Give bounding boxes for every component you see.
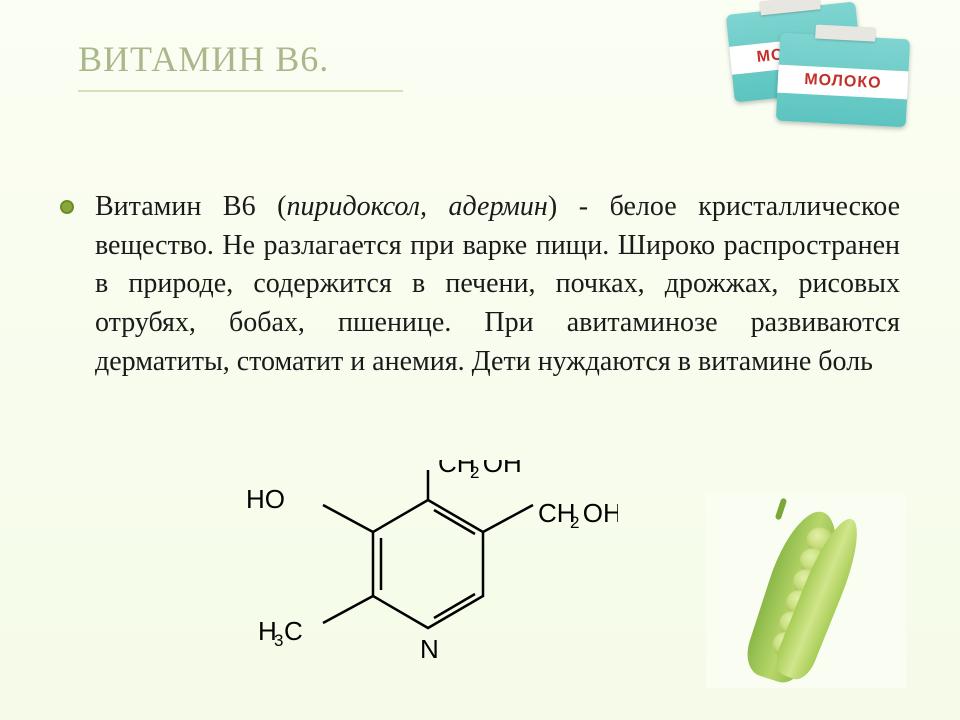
milk-pack-front: МОЛОКО [776,33,910,128]
milk-label-front: МОЛОКО [804,71,882,93]
chemical-structure: HO CH OH 2 CH OH 2 H C 3 N [238,460,618,690]
svg-text:2: 2 [570,513,579,532]
body-paragraph: Витамин В6 (пиридоксол, адермин) - белое… [95,188,900,381]
bullet-icon [60,200,74,214]
milk-image: МОЛОКО МОЛОКО [730,6,920,136]
svg-text:N: N [420,634,439,664]
slide-title: ВИТАМИН В6. [78,38,329,80]
svg-text:2: 2 [470,463,479,482]
title-underline [78,90,403,92]
chem-ho: HO [246,484,285,514]
svg-text:CH OH: CH OH [438,460,522,478]
pea-image [706,493,906,688]
svg-text:3: 3 [274,631,283,650]
